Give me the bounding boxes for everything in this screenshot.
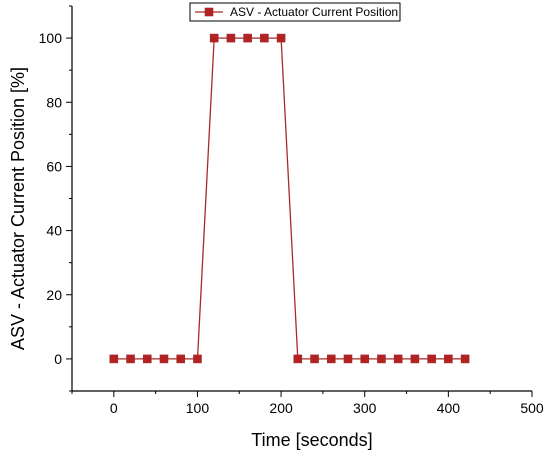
data-point: [444, 354, 453, 364]
data-point: [427, 354, 436, 364]
x-tick-label: 0: [110, 400, 118, 416]
data-point: [126, 354, 135, 364]
y-axis-title: ASV - Actuator Current Position [%]: [8, 67, 28, 350]
axis-labels: Time [seconds] ASV - Actuator Current Pos…: [8, 67, 373, 450]
data-point: [410, 354, 420, 364]
data-point: [176, 354, 186, 364]
x-tick-label: 100: [186, 400, 210, 416]
y-tick-label: 0: [54, 351, 62, 367]
y-tick-label: 20: [46, 287, 62, 303]
data-point: [377, 354, 386, 364]
axes-layer: 0 100 200 300 400 500 0 20 40 60 80 100: [39, 5, 544, 416]
data-point: [260, 33, 269, 43]
data-point: [243, 33, 252, 43]
data-point: [276, 33, 286, 43]
data-point: [226, 33, 236, 43]
x-tick-label: 300: [353, 400, 377, 416]
data-point: [209, 33, 219, 43]
data-point: [109, 354, 119, 364]
y-tick-label: 40: [46, 223, 62, 239]
x-axis-title: Time [seconds]: [251, 430, 372, 450]
series-layer: [109, 33, 470, 364]
data-point: [142, 354, 152, 364]
x-tick-label: 200: [269, 400, 293, 416]
data-point: [343, 354, 353, 364]
legend-marker: [204, 7, 214, 17]
data-point: [193, 354, 202, 364]
data-point: [460, 354, 470, 364]
data-point: [310, 354, 319, 364]
data-point: [393, 354, 403, 364]
x-tick-label: 400: [437, 400, 461, 416]
legend-label: ASV - Actuator Current Position: [230, 5, 398, 19]
y-tick-label: 60: [46, 158, 62, 174]
data-point: [293, 354, 303, 364]
x-tick-label: 500: [520, 400, 544, 416]
legend: ASV - Actuator Current Position: [189, 2, 401, 22]
data-point: [326, 354, 336, 364]
legend-box: [189, 2, 401, 22]
y-tick-label: 80: [46, 94, 62, 110]
y-tick-label: 100: [39, 30, 63, 46]
data-point: [360, 354, 370, 364]
series-line: [113, 37, 466, 360]
data-point: [159, 354, 169, 364]
